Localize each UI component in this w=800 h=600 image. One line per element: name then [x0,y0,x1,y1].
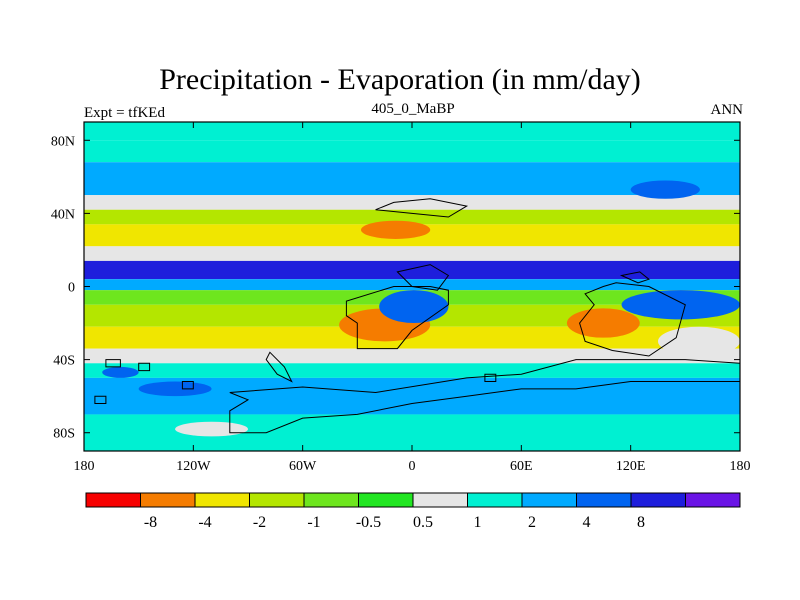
colorbar-swatch [140,492,196,508]
coastline [396,264,450,291]
field-feature [102,366,139,378]
field-feature [621,290,740,320]
data-field [84,122,740,451]
coastline [579,282,686,357]
field-feature [360,220,431,239]
field-feature [658,326,740,356]
field-feature [175,421,248,437]
land-outlines [94,198,740,434]
colorbar-label: 1 [474,514,482,531]
x-tick-label: 60E [510,459,533,474]
x-tick-label: 60W [289,459,317,474]
band-cell [84,348,740,364]
coastline [105,359,121,368]
band-cell [84,140,740,163]
coastline [484,373,497,382]
coastline [181,381,194,390]
band-cell [84,363,740,378]
coastline [138,362,151,372]
field-feature [138,381,212,397]
coastline [345,286,449,350]
coastline [229,359,740,434]
colorbar-label: -0.5 [356,514,381,531]
band-cell [84,246,740,261]
band-cell [84,260,740,280]
colorbar-swatch [412,492,468,508]
field-feature [379,290,449,324]
season-label: ANN [710,102,744,118]
colorbar-label: 4 [583,514,591,531]
chart-title: Precipitation - Evaporation (in mm/day) [159,63,641,96]
x-tick-label: 120W [176,459,211,474]
band-cell [84,279,740,291]
colorbar-swatch [576,492,632,508]
y-tick-label: 80S [53,427,75,442]
colorbar-label: -8 [144,514,157,531]
coastline [375,198,469,218]
y-tick-label: 80N [51,134,75,149]
colorbar-label: 8 [637,514,645,531]
y-tick-label: 40S [53,354,75,369]
coastline [265,351,293,383]
colorbar-label: -4 [198,514,211,531]
band-cell [84,195,740,210]
field-feature [566,308,640,338]
colorbar-swatch [194,492,250,508]
colorbar-swatch [85,492,141,508]
colorbar: -8 -4 -2 -1 -0.5 0.5 1 2 4 8 [85,492,741,531]
coastline [619,271,650,284]
y-tick-label: 40N [51,207,75,222]
x-tick-label: 0 [409,459,416,474]
colorbar-label: 0.5 [413,514,433,531]
experiment-label: Expt = tfKEd [84,105,165,121]
colorbar-swatch [249,492,305,508]
band-cell [84,122,740,141]
colorbar-label: -1 [307,514,320,531]
colorbar-swatch [303,492,359,508]
period-label: 405_0_MaBP [371,101,455,117]
colorbar-label: 2 [528,514,536,531]
field-feature [630,180,700,199]
coastline [94,395,107,404]
x-tick-label: 180 [74,459,95,474]
colorbar-swatch [358,492,414,508]
colorbar-swatch [630,492,686,508]
colorbar-swatch [467,492,523,508]
x-tick-label: 180 [730,459,751,474]
band-cell [84,209,740,225]
colorbar-swatch [521,492,577,508]
colorbar-swatch [685,492,741,508]
y-tick-label: 0 [68,281,75,296]
colorbar-label: -2 [253,514,266,531]
x-tick-label: 120E [616,459,646,474]
